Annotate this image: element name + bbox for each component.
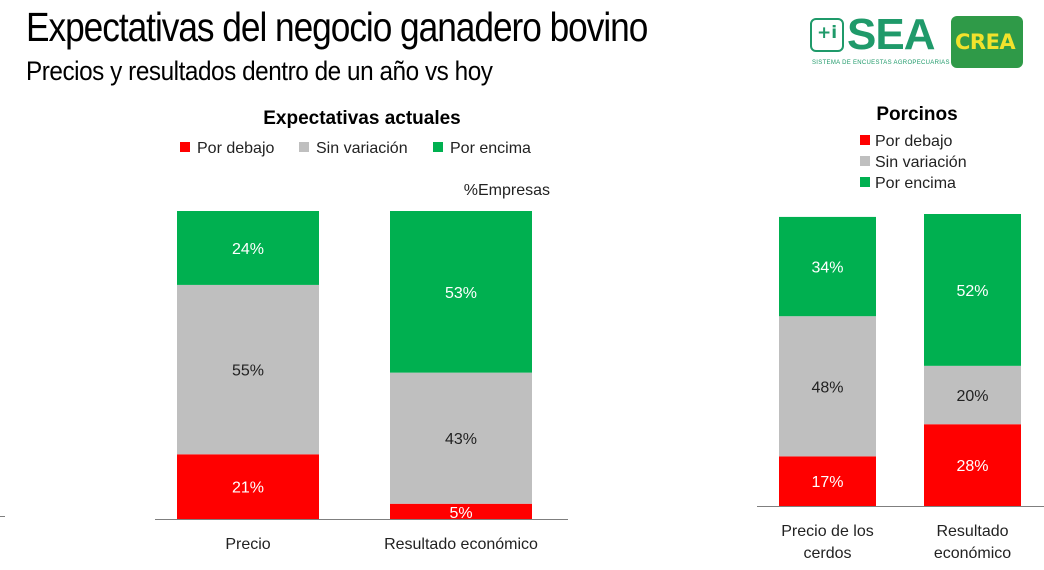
chart2-data-label: 34% bbox=[811, 260, 843, 277]
chart2-title: Porcinos bbox=[876, 104, 957, 125]
chart1-bar-segment bbox=[177, 454, 319, 519]
chart1-category-label: Precio bbox=[225, 536, 270, 553]
chart2-data-label: 48% bbox=[811, 379, 843, 396]
chart2-data-label: 52% bbox=[956, 283, 988, 300]
sea-info-icon: +i bbox=[810, 18, 844, 52]
chart2-legend-marker bbox=[860, 156, 870, 166]
chart2-legend-label: Sin variación bbox=[875, 154, 967, 171]
chart2-legend-marker bbox=[860, 177, 870, 187]
chart1-bar-segment bbox=[390, 372, 532, 504]
chart1-bar-segment bbox=[177, 284, 319, 455]
chart1-legend-marker bbox=[299, 142, 309, 152]
chart1-bar-segment bbox=[390, 503, 532, 519]
chart2-bar-segment bbox=[779, 216, 876, 317]
chart2-bar-segment bbox=[779, 316, 876, 457]
page-title: Expectativas del negocio ganadero bovino bbox=[26, 4, 648, 50]
chart2-data-label: 28% bbox=[956, 458, 988, 475]
chart1-bar-segment bbox=[177, 211, 319, 285]
crea-logo: CREA bbox=[951, 16, 1023, 68]
chart1-data-label: 55% bbox=[232, 363, 264, 380]
chart2-bar-segment bbox=[924, 365, 1021, 425]
page-subtitle: Precios y resultados dentro de un año vs… bbox=[26, 56, 493, 86]
sea-logo: +i SEA SISTEMA DE ENCUESTAS AGROPECUARIA… bbox=[810, 10, 950, 66]
chart1-ylabel: %Empresas bbox=[464, 182, 550, 199]
chart2-legend-label: Por debajo bbox=[875, 133, 952, 150]
chart2-data-label: 20% bbox=[956, 388, 988, 405]
chart2-bar-segment bbox=[924, 424, 1021, 506]
chart2-legend-label: Por encima bbox=[875, 175, 956, 192]
chart1-category-label: Resultado económico bbox=[384, 536, 538, 553]
chart2-data-label: 17% bbox=[811, 474, 843, 491]
chart1-legend-label: Por encima bbox=[450, 140, 531, 157]
chart1-data-label: 43% bbox=[445, 431, 477, 448]
chart2-bar-segment bbox=[924, 214, 1021, 366]
chart2-category-label: cerdos bbox=[803, 545, 851, 562]
chart2-legend-marker bbox=[860, 135, 870, 145]
chart1-data-label: 53% bbox=[445, 285, 477, 302]
chart2-category-label: económico bbox=[934, 545, 1011, 562]
chart1-legend-marker bbox=[180, 142, 190, 152]
chart1-data-label: 24% bbox=[232, 241, 264, 258]
chart1-data-label: 21% bbox=[232, 480, 264, 497]
chart1-legend-marker bbox=[433, 142, 443, 152]
chart1-bar-segment bbox=[390, 211, 532, 373]
chart2-category-label: Resultado bbox=[936, 523, 1008, 540]
chart2-category-label: Precio de los bbox=[781, 523, 874, 540]
chart1-legend-label: Sin variación bbox=[316, 140, 408, 157]
chart1-legend-label: Por debajo bbox=[197, 140, 274, 157]
chart1-title: Expectativas actuales bbox=[263, 108, 461, 129]
chart2-bar-segment bbox=[779, 456, 876, 506]
chart1-data-label: 5% bbox=[449, 505, 472, 522]
